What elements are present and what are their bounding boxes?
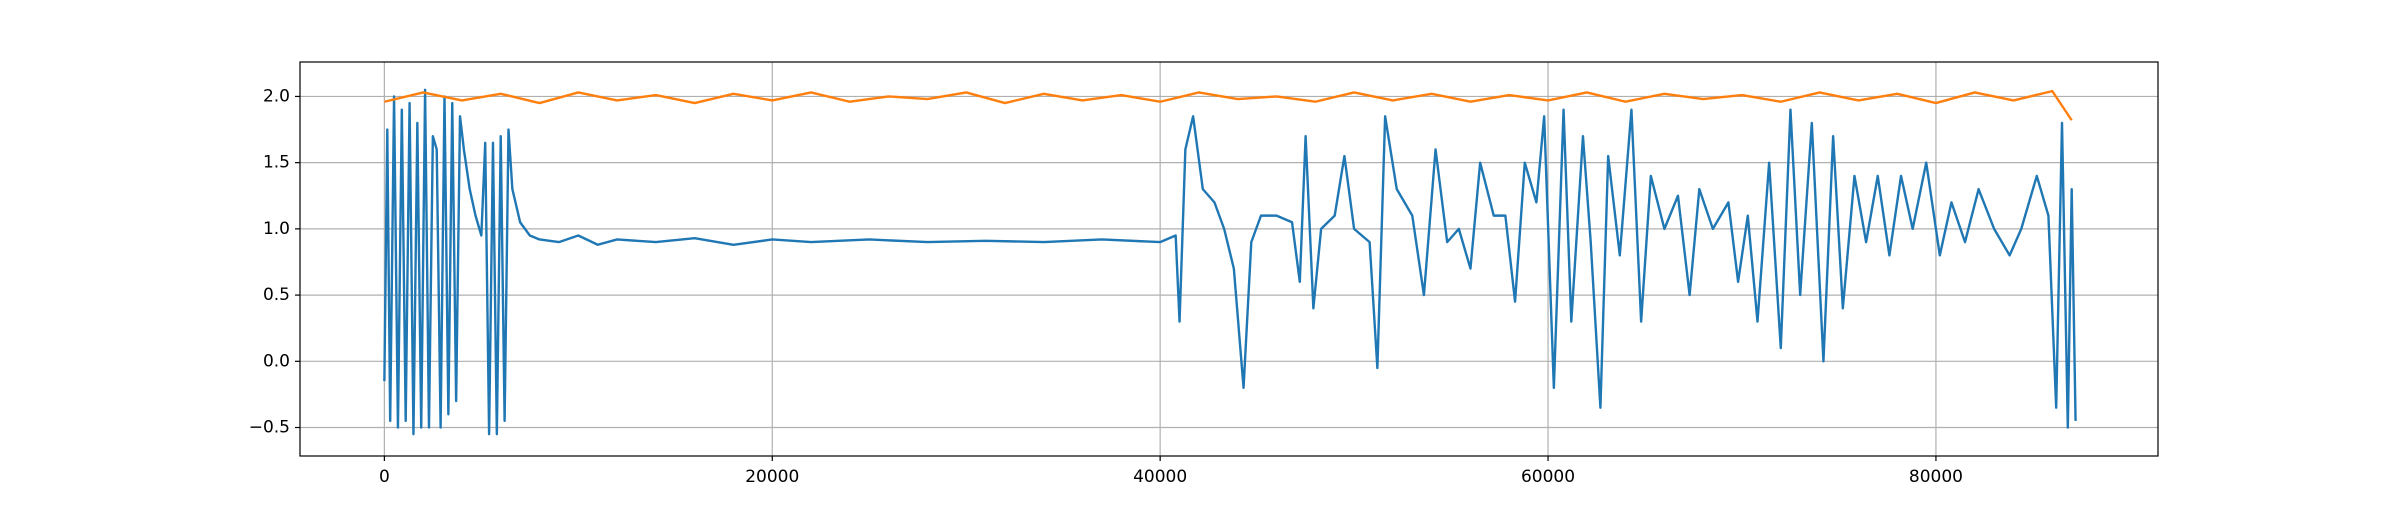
- x-tick-label: 0: [379, 467, 390, 487]
- x-tick-label: 40000: [1133, 467, 1187, 487]
- y-tick-label: 1.0: [263, 219, 290, 239]
- x-tick-label: 80000: [1909, 467, 1963, 487]
- y-tick-label: 1.5: [263, 153, 290, 173]
- data-line: [384, 89, 2073, 121]
- y-tick-label: 2.0: [263, 86, 290, 106]
- y-tick-label: 0.0: [263, 351, 290, 371]
- y-tick-label: 0.5: [263, 285, 290, 305]
- x-tick-label: 60000: [1521, 467, 1575, 487]
- y-tick-label: −0.5: [249, 418, 290, 438]
- x-tick-label: 20000: [745, 467, 799, 487]
- plot-frame: [299, 61, 2159, 457]
- data-line: [383, 88, 2077, 436]
